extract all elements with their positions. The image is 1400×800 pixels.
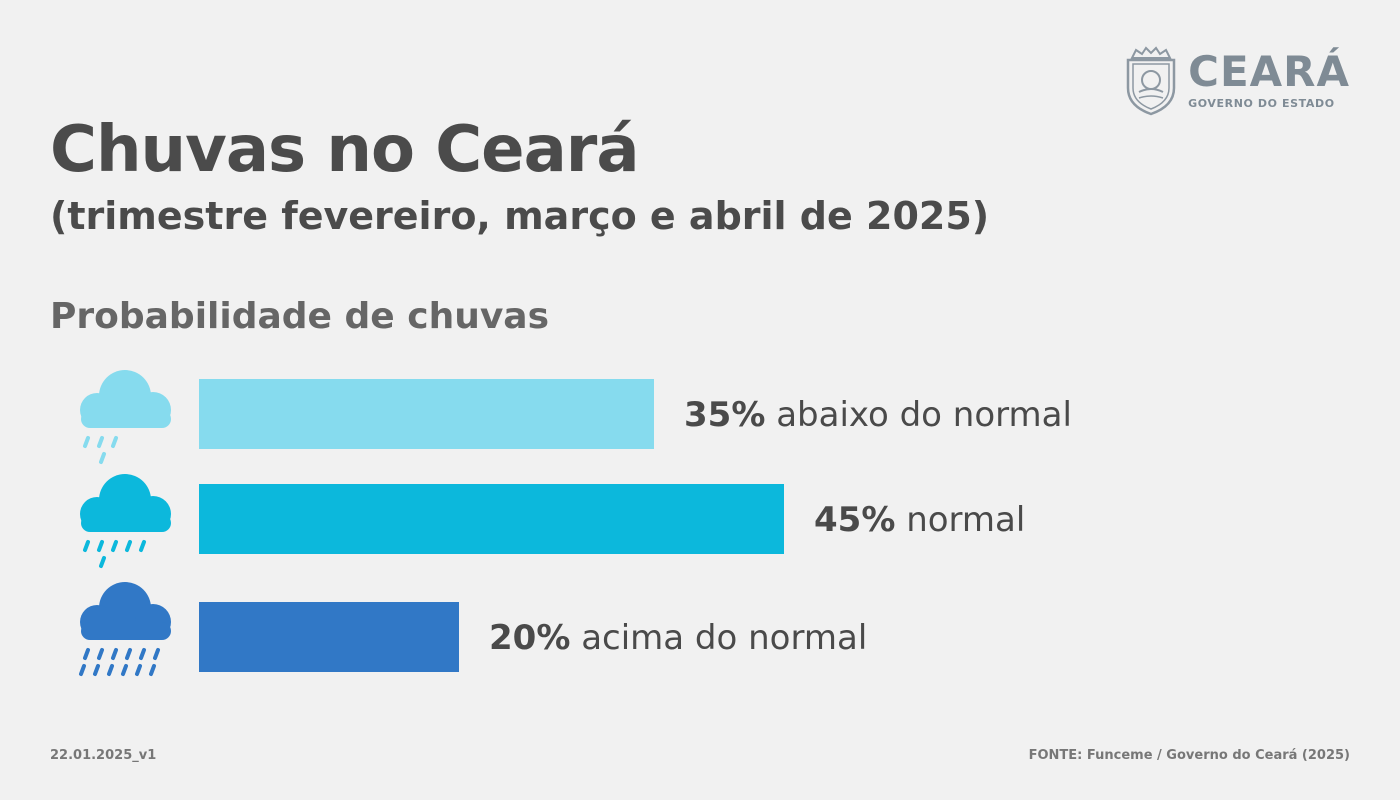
rain-drop — [139, 648, 146, 660]
logo-subtitle: GOVERNO DO ESTADO — [1188, 96, 1335, 110]
probability-bar-chart: 35% abaixo do normal 45% normal 20% acima … — [79, 370, 1072, 676]
rain-drop — [99, 452, 106, 464]
rain-drop — [125, 540, 132, 552]
data-label-category: acima do normal — [570, 618, 867, 658]
rain-drop — [79, 664, 86, 676]
page-subtitle: (trimestre fevereiro, março e abril de 2… — [50, 194, 990, 238]
rain-drop — [135, 664, 142, 676]
rain-drop — [111, 540, 118, 552]
rain-drop — [111, 436, 118, 448]
heavy-rain-cloud-icon — [79, 582, 171, 676]
cloud-base — [81, 410, 171, 428]
data-label-2: 45% normal — [814, 500, 1025, 540]
rain-drop — [97, 436, 104, 448]
cloud-base — [81, 622, 171, 640]
rain-drop — [111, 648, 118, 660]
data-label-value: 20% — [489, 618, 570, 658]
source-label: FONTE: Funceme / Governo do Ceará (2025) — [1028, 748, 1350, 763]
rain-drop — [121, 664, 128, 676]
rain-drop — [83, 648, 90, 660]
chart-title: Probabilidade de chuvas — [50, 296, 550, 337]
version-label: 22.01.2025_v1 — [50, 748, 157, 763]
data-label-3: 20% acima do normal — [489, 618, 867, 658]
rain-drop — [97, 540, 104, 552]
data-label-value: 35% — [684, 395, 765, 435]
rain-drop — [125, 648, 132, 660]
state-logo: CEARÁ GOVERNO DO ESTADO — [1122, 44, 1350, 116]
data-label-category: normal — [895, 500, 1025, 540]
bar-2 — [199, 484, 784, 554]
rain-drop — [153, 648, 160, 660]
data-label-value: 45% — [814, 500, 895, 540]
cloud-base — [81, 514, 171, 532]
logo-name: CEARÁ — [1188, 46, 1350, 96]
state-coat-of-arms-icon — [1126, 46, 1176, 116]
rain-drop — [97, 648, 104, 660]
bar-3 — [199, 602, 459, 672]
rain-drop — [107, 664, 114, 676]
data-label-category: abaixo do normal — [765, 395, 1072, 435]
bar-1 — [199, 379, 654, 449]
moderate-rain-cloud-icon — [80, 474, 171, 568]
rain-drop — [83, 436, 90, 448]
rain-drop — [93, 664, 100, 676]
rain-drop — [139, 540, 146, 552]
rain-drop — [149, 664, 156, 676]
light-rain-cloud-icon — [80, 370, 171, 464]
page-title: Chuvas no Ceará — [50, 113, 639, 187]
rain-drop — [99, 556, 106, 568]
rain-drop — [83, 540, 90, 552]
data-label-1: 35% abaixo do normal — [684, 395, 1072, 435]
